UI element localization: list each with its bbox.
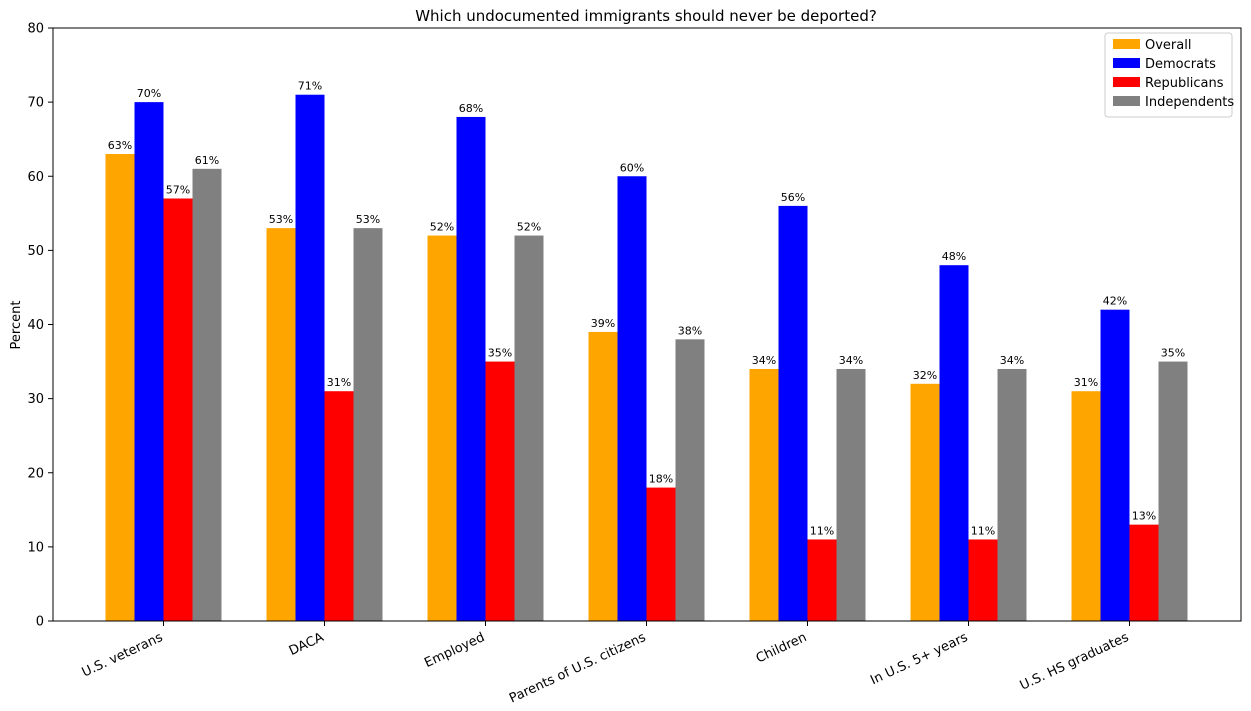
data-label-independents-0: 61% — [195, 154, 219, 167]
y-tick-label-5: 50 — [27, 244, 44, 259]
x-tick-label-0: U.S. veterans — [80, 630, 166, 681]
bar-independents-6 — [1158, 361, 1188, 621]
bar-democrats-3 — [617, 176, 647, 621]
y-tick-label-1: 10 — [27, 540, 44, 555]
bar-democrats-4 — [778, 205, 808, 621]
bar-republicans-0 — [163, 198, 193, 622]
data-label-overall-3: 39% — [591, 317, 615, 330]
bar-republicans-1 — [324, 391, 354, 621]
bar-independents-4 — [836, 368, 866, 621]
data-label-independents-4: 34% — [839, 354, 863, 367]
x-tick-label-4: Children — [754, 630, 809, 666]
y-tick-label-8: 80 — [27, 22, 44, 37]
data-label-democrats-3: 60% — [620, 161, 644, 174]
legend-label-republicans: Republicans — [1145, 76, 1224, 91]
data-label-overall-0: 63% — [108, 139, 132, 152]
legend-swatch-democrats — [1113, 58, 1140, 68]
data-label-republicans-3: 18% — [649, 473, 673, 486]
y-axis-label: Percent — [9, 301, 24, 350]
bar-independents-2 — [514, 235, 544, 622]
x-tick-label-1: DACA — [287, 630, 326, 659]
data-label-independents-2: 52% — [517, 221, 541, 234]
data-label-republicans-4: 11% — [810, 524, 834, 537]
x-tick-label-6: U.S. HS graduates — [1018, 630, 1132, 694]
bar-democrats-1 — [295, 94, 325, 621]
data-label-independents-5: 34% — [1000, 354, 1024, 367]
chart-title: Which undocumented immigrants should nev… — [415, 7, 877, 25]
y-tick-label-3: 30 — [27, 392, 44, 407]
data-label-independents-3: 38% — [678, 324, 702, 337]
data-label-democrats-1: 71% — [298, 80, 322, 93]
data-label-republicans-5: 11% — [971, 524, 995, 537]
bar-republicans-5 — [968, 539, 998, 621]
y-tick-label-0: 0 — [36, 615, 44, 630]
bar-overall-6 — [1071, 391, 1101, 621]
data-label-republicans-0: 57% — [166, 183, 190, 196]
data-label-overall-2: 52% — [430, 221, 454, 234]
bar-independents-5 — [997, 368, 1027, 621]
data-label-overall-4: 34% — [752, 354, 776, 367]
data-labels-layer: 63% 70% 57% 61% 53% 71% 31% 53% 52% 68% 35% 52% 39% 6… — [108, 80, 1185, 538]
bar-overall-4 — [749, 368, 779, 621]
y-tick-label-6: 60 — [27, 170, 44, 185]
bar-republicans-6 — [1129, 524, 1159, 621]
x-tick-label-3: Parents of U.S. citizens — [507, 630, 648, 707]
data-label-overall-6: 31% — [1074, 376, 1098, 389]
bar-independents-3 — [675, 339, 705, 621]
y-axis: 0 10 20 30 40 50 60 70 80 — [27, 22, 53, 630]
bar-overall-3 — [588, 331, 618, 621]
bar-overall-2 — [427, 235, 457, 622]
legend-swatch-overall — [1113, 39, 1140, 49]
data-label-independents-6: 35% — [1161, 347, 1185, 360]
x-tick-label-2: Employed — [422, 630, 487, 671]
x-tick-label-5: In U.S. 5+ years — [868, 630, 970, 688]
bar-democrats-2 — [456, 116, 486, 621]
bar-independents-0 — [192, 168, 222, 621]
data-label-democrats-4: 56% — [781, 191, 805, 204]
data-label-republicans-1: 31% — [327, 376, 351, 389]
data-label-democrats-5: 48% — [942, 250, 966, 263]
legend: Overall Democrats Republicans Independents — [1104, 32, 1234, 118]
legend-label-overall: Overall — [1145, 38, 1191, 53]
bar-democrats-5 — [939, 265, 969, 621]
legend-swatch-republicans — [1113, 77, 1140, 87]
y-tick-label-2: 20 — [27, 466, 44, 481]
bar-republicans-3 — [646, 487, 676, 621]
data-label-democrats-6: 42% — [1103, 295, 1127, 308]
bar-republicans-2 — [485, 361, 515, 621]
data-label-democrats-0: 70% — [137, 87, 161, 100]
legend-swatch-independents — [1113, 96, 1140, 106]
bar-overall-5 — [910, 383, 940, 621]
bar-overall-1 — [266, 228, 296, 621]
bar-democrats-0 — [134, 102, 164, 621]
bar-democrats-6 — [1100, 309, 1130, 621]
data-label-republicans-6: 13% — [1132, 510, 1156, 523]
bar-overall-0 — [105, 154, 135, 621]
bar-republicans-4 — [807, 539, 837, 621]
bars-layer — [105, 94, 1188, 622]
y-tick-label-4: 40 — [27, 318, 44, 333]
bar-independents-1 — [353, 228, 383, 621]
data-label-democrats-2: 68% — [459, 102, 483, 115]
data-label-republicans-2: 35% — [488, 347, 512, 360]
data-label-independents-1: 53% — [356, 213, 380, 226]
data-label-overall-1: 53% — [269, 213, 293, 226]
y-tick-label-7: 70 — [27, 96, 44, 111]
plot-frame — [52, 27, 1242, 622]
legend-label-independents: Independents — [1145, 95, 1234, 110]
x-axis: U.S. veterans DACA Employed Parents of U.S.… — [80, 621, 1132, 707]
legend-label-democrats: Democrats — [1145, 57, 1216, 72]
data-label-overall-5: 32% — [913, 369, 937, 382]
